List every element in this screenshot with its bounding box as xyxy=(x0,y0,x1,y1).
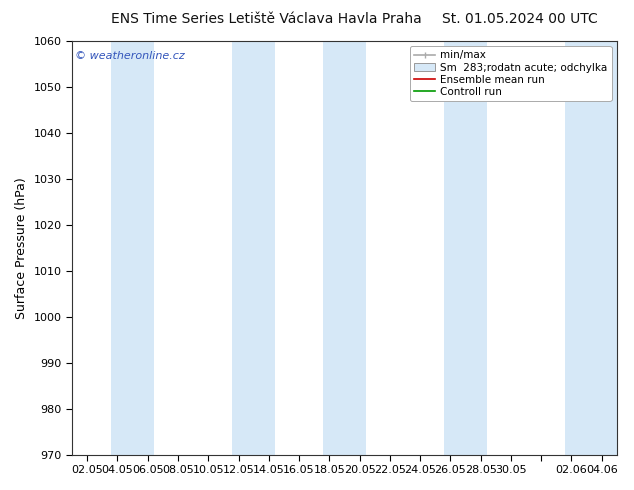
Bar xyxy=(444,41,487,455)
Bar xyxy=(233,41,275,455)
Text: ENS Time Series Letiště Václava Havla Praha: ENS Time Series Letiště Václava Havla Pr… xyxy=(111,12,422,26)
Bar xyxy=(323,41,366,455)
Text: St. 01.05.2024 00 UTC: St. 01.05.2024 00 UTC xyxy=(442,12,598,26)
Bar xyxy=(566,41,617,455)
Text: © weatheronline.cz: © weatheronline.cz xyxy=(75,51,184,61)
Y-axis label: Surface Pressure (hPa): Surface Pressure (hPa) xyxy=(15,177,28,318)
Bar xyxy=(112,41,154,455)
Legend: min/max, Sm  283;rodatn acute; odchylka, Ensemble mean run, Controll run: min/max, Sm 283;rodatn acute; odchylka, … xyxy=(410,46,612,101)
